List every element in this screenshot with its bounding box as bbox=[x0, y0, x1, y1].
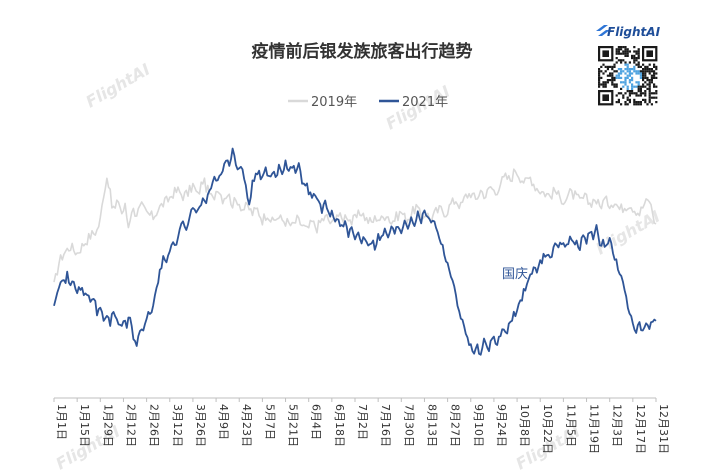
brand-name: FlightAI bbox=[607, 25, 661, 39]
x-tick-label: 8月13日 bbox=[425, 404, 438, 447]
series-layer bbox=[53, 147, 657, 356]
logo-mark-icon bbox=[596, 25, 610, 36]
x-tick-label: 11月5日 bbox=[564, 404, 577, 447]
x-axis-ticks: 1月1日 1月15日 1月29日 2月12日 2月26日 3月12日 3月26日 4月9日 4月… bbox=[53, 398, 670, 454]
x-tick-label: 1月15日 bbox=[78, 404, 91, 447]
qr-code-icon bbox=[596, 44, 660, 108]
x-tick-label: 7月2日 bbox=[356, 404, 369, 440]
x-tick-label: 2月26日 bbox=[148, 404, 161, 447]
x-tick-label: 1月29日 bbox=[101, 404, 114, 447]
x-tick-label: 3月12日 bbox=[171, 404, 184, 447]
x-tick-label: 1月1日 bbox=[55, 404, 68, 440]
x-tick-label: 9月24日 bbox=[495, 404, 508, 447]
x-tick-label: 4月9日 bbox=[217, 404, 230, 440]
legend-label-2021: 2021年 bbox=[402, 95, 448, 110]
watermark-text: FlightAI bbox=[83, 60, 154, 112]
legend: 2019年 2021年 bbox=[288, 95, 448, 110]
x-tick-label: 6月18日 bbox=[333, 404, 346, 447]
x-tick-label: 7月30日 bbox=[402, 404, 415, 447]
x-tick-label: 3月26日 bbox=[194, 404, 207, 447]
annotation-national-day: 国庆 bbox=[502, 267, 528, 282]
x-tick-label: 5月7日 bbox=[263, 404, 276, 440]
series-line-2021 bbox=[53, 147, 657, 356]
x-tick-label: 9月10日 bbox=[472, 404, 485, 447]
chart-title: 疫情前后银发族旅客出行趋势 bbox=[252, 41, 473, 62]
x-tick-label: 8月27日 bbox=[449, 404, 462, 447]
x-tick-label: 6月4日 bbox=[310, 404, 323, 440]
x-tick-label: 4月23日 bbox=[240, 404, 253, 447]
legend-label-2019: 2019年 bbox=[311, 95, 357, 110]
x-tick-label: 11月19日 bbox=[588, 404, 601, 454]
x-tick-label: 12月3日 bbox=[611, 404, 624, 447]
brand-logo: FlightAI bbox=[596, 25, 661, 39]
x-tick-label: 10月22日 bbox=[541, 404, 554, 454]
x-tick-label: 10月8日 bbox=[518, 404, 531, 447]
x-tick-label: 12月17日 bbox=[634, 404, 647, 454]
x-tick-label: 5月21日 bbox=[287, 404, 300, 447]
x-tick-label: 7月16日 bbox=[379, 404, 392, 447]
x-tick-label: 2月12日 bbox=[124, 404, 137, 447]
x-tick-label: 12月31日 bbox=[657, 404, 670, 454]
series-line-2019 bbox=[53, 168, 657, 283]
